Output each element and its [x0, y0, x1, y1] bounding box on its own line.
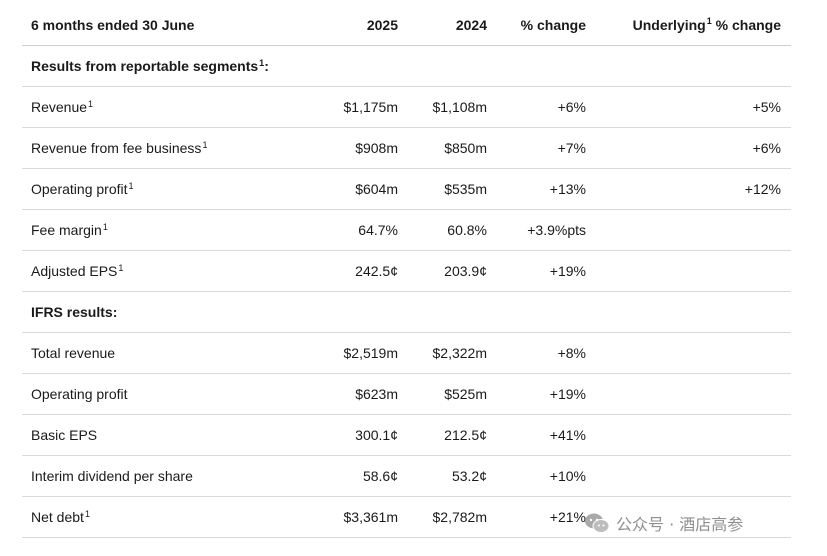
row-label: Interim dividend per share [31, 456, 193, 496]
value-change: +6% [557, 99, 586, 115]
wechat-icon [585, 513, 610, 533]
row-label: Revenue from fee business 1 [31, 128, 207, 168]
row-label-text: Operating profit [31, 386, 128, 402]
value-2024: $535m [444, 181, 487, 197]
table-row: Total revenue $2,519m $2,322m +8% [22, 333, 791, 374]
row-label: Fee margin 1 [31, 210, 108, 250]
table-row: Revenue 1 $1,175m $1,108m +6% +5% [22, 87, 791, 128]
row-label-text: Revenue from fee business [31, 140, 202, 156]
table-row: Revenue from fee business 1 $908m $850m +7% +… [22, 128, 791, 169]
table-row: Basic EPS 300.1¢ 212.5¢ +41% [22, 415, 791, 456]
table-header-row: 6 months ended 30 June 2025 2024 % chang… [22, 4, 791, 46]
value-change: +19% [549, 263, 586, 279]
value-2024: $850m [444, 140, 487, 156]
value-2024: $2,782m [432, 509, 487, 525]
section-title-colon: : [264, 58, 269, 74]
section-title: IFRS results: [31, 304, 118, 320]
section-heading-segments: Results from reportable segments 1: [22, 46, 791, 87]
row-label: Total revenue [31, 333, 115, 373]
row-label-text: Adjusted EPS [31, 263, 118, 279]
row-label-text: Basic EPS [31, 427, 98, 443]
value-2025: $2,519m [343, 345, 398, 361]
value-2025: 58.6¢ [362, 468, 398, 484]
value-underlying-change: +6% [752, 140, 781, 156]
value-change: +10% [549, 468, 586, 484]
section-title: Results from reportable segments 1: [31, 46, 269, 86]
row-label-text: Total revenue [31, 345, 116, 361]
header-underlying-change: Underlying 1 % change [633, 4, 781, 45]
header-2024: 2024 [455, 16, 487, 33]
value-change: +19% [549, 386, 586, 402]
value-change: +8% [557, 345, 586, 361]
table-row: Net debt 1 $3,361m $2,782m +21% [22, 497, 791, 538]
row-label-text: Revenue [31, 99, 88, 115]
row-label-text: Net debt [31, 509, 84, 525]
results-table: 6 months ended 30 June 2025 2024 % chang… [22, 4, 791, 538]
row-label: Net debt 1 [31, 497, 90, 537]
value-change: +21% [549, 509, 586, 525]
header-change: % change [520, 16, 586, 33]
value-2025: $623m [355, 386, 398, 402]
row-label-text: Fee margin [31, 222, 102, 238]
table-row: Interim dividend per share 58.6¢ 53.2¢ +10% [22, 456, 791, 497]
table-row: Operating profit $623m $525m +19% [22, 374, 791, 415]
section-title-text: Results from reportable segments [31, 58, 259, 74]
row-label-footnote: 1 [202, 139, 208, 150]
value-2024: 53.2¢ [451, 468, 487, 484]
row-label-text: Operating profit [31, 181, 128, 197]
row-label: Operating profit 1 [31, 169, 134, 209]
value-2024: 212.5¢ [444, 427, 487, 443]
value-2025: 242.5¢ [355, 263, 398, 279]
value-2025: $908m [355, 140, 398, 156]
value-2025: 64.7% [358, 222, 398, 238]
value-change: +7% [557, 140, 586, 156]
row-label: Operating profit [31, 374, 128, 414]
value-2024: $1,108m [432, 99, 487, 115]
row-label-footnote: 1 [118, 262, 124, 273]
header-underlying-suffix: % change [711, 16, 781, 33]
table-row: Adjusted EPS 1 242.5¢ 203.9¢ +19% [22, 251, 791, 292]
header-underlying-text: Underlying [632, 16, 706, 33]
row-label-footnote: 1 [84, 508, 90, 519]
section-footnote: 1 [259, 57, 265, 68]
row-label: Basic EPS [31, 415, 97, 455]
value-change: +41% [549, 427, 586, 443]
value-2024: 203.9¢ [444, 263, 487, 279]
value-2024: 60.8% [447, 222, 487, 238]
ifrs-rows: Total revenue $2,519m $2,322m +8% Operating … [22, 333, 791, 538]
header-period: 6 months ended 30 June [31, 16, 195, 33]
row-label-text: Interim dividend per share [31, 468, 193, 484]
row-label: Adjusted EPS 1 [31, 251, 123, 291]
value-underlying-change: +12% [744, 181, 781, 197]
value-2025: $3,361m [343, 509, 398, 525]
table-row: Operating profit 1 $604m $535m +13% +12% [22, 169, 791, 210]
value-change: +3.9%pts [527, 222, 586, 238]
value-2024: $525m [444, 386, 487, 402]
section-heading-ifrs: IFRS results: [22, 292, 791, 333]
value-2025: $1,175m [343, 99, 398, 115]
row-label: Revenue 1 [31, 87, 93, 127]
value-underlying-change: +5% [752, 99, 781, 115]
row-label-footnote: 1 [102, 221, 108, 232]
value-2025: $604m [355, 181, 398, 197]
row-label-footnote: 1 [88, 98, 94, 109]
watermark: 公众号 · 酒店高参 [584, 510, 743, 536]
value-2025: 300.1¢ [355, 427, 398, 443]
watermark-text: 公众号 · 酒店高参 [616, 515, 744, 534]
value-change: +13% [549, 181, 586, 197]
value-2024: $2,322m [432, 345, 487, 361]
row-label-footnote: 1 [128, 180, 134, 191]
table-row: Fee margin 1 64.7% 60.8% +3.9%pts [22, 210, 791, 251]
segment-rows: Revenue 1 $1,175m $1,108m +6% +5% Revenue from… [22, 87, 791, 292]
header-underlying-footnote: 1 [706, 16, 712, 26]
header-2025: 2025 [366, 16, 398, 33]
